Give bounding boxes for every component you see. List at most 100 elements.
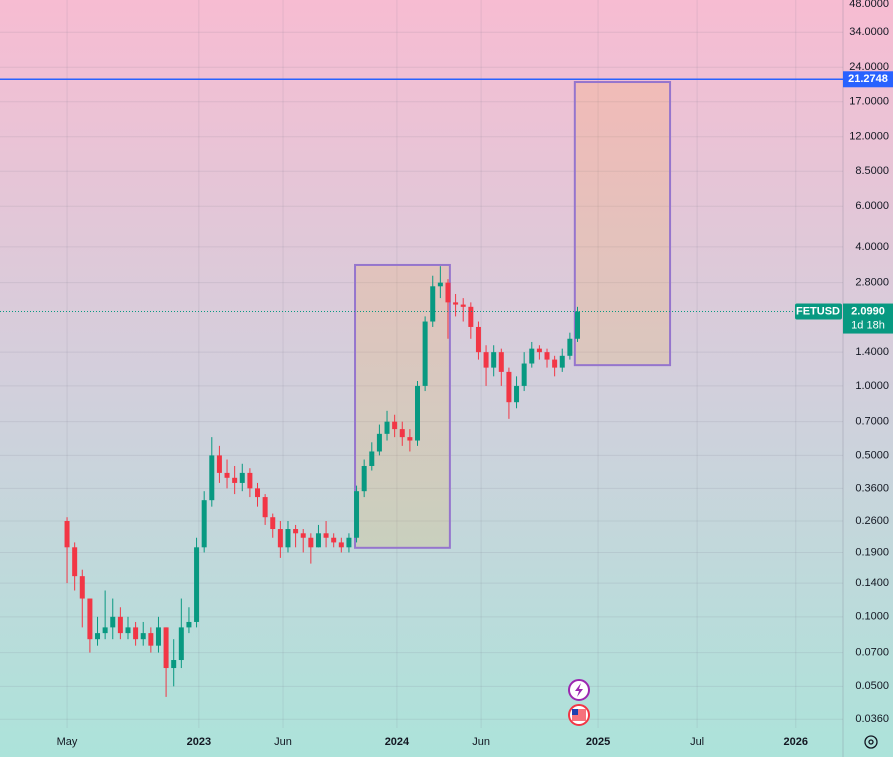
y-tick-label: 0.1900	[855, 546, 889, 558]
candle-body	[460, 304, 466, 307]
y-tick-label: 0.1000	[855, 611, 889, 623]
candle-body	[87, 598, 93, 640]
candle-body	[529, 348, 535, 364]
candle-body	[483, 352, 489, 368]
candle-body	[95, 633, 101, 640]
y-tick-label: 0.5000	[855, 449, 889, 461]
candle-body	[178, 627, 184, 661]
range-box	[573, 81, 672, 367]
last-price-box	[843, 303, 893, 334]
candle-body	[361, 465, 367, 492]
candle-body	[247, 472, 253, 489]
candle-body	[148, 633, 154, 646]
candle-body	[194, 547, 200, 622]
candle-body	[125, 627, 131, 634]
candle-body	[133, 627, 139, 640]
x-tick-label: 2025	[586, 736, 610, 748]
x-tick-label: 2023	[187, 736, 211, 748]
y-tick-label: 8.5000	[855, 165, 889, 177]
y-tick-label: 4.0000	[855, 241, 889, 253]
y-tick-label: 12.0000	[849, 131, 889, 143]
candle-body	[140, 633, 146, 640]
candle-body	[323, 533, 329, 538]
candle-body	[544, 352, 550, 360]
y-tick-label: 1.4000	[855, 346, 889, 358]
candle-body	[72, 547, 78, 577]
candle-body	[376, 433, 382, 452]
candle-body	[216, 455, 222, 473]
x-tick-label: 2026	[784, 736, 808, 748]
x-tick-label: Jul	[690, 736, 704, 748]
candle-body	[559, 355, 565, 368]
last-price-label: 2.0990	[851, 305, 885, 317]
candle-body	[445, 282, 451, 303]
symbol-label: FETUSD	[796, 305, 840, 317]
hline-label: 21.2748	[848, 73, 888, 85]
candle-body	[392, 421, 398, 430]
countdown-label: 1d 18h	[851, 319, 885, 331]
candle-body	[201, 500, 207, 548]
candle-body	[155, 627, 161, 646]
candle-body	[415, 385, 421, 441]
candle-body	[369, 451, 375, 466]
y-tick-label: 24.0000	[849, 61, 889, 73]
candle-body	[239, 472, 245, 483]
candle-body	[384, 421, 390, 434]
y-tick-label: 1.0000	[855, 380, 889, 392]
y-tick-label: 2.8000	[855, 277, 889, 289]
x-tick-label: Jun	[274, 736, 292, 748]
candle-body	[232, 477, 238, 483]
candle-body	[262, 497, 268, 518]
x-tick-label: 2024	[385, 736, 410, 748]
candle-body	[209, 455, 215, 501]
y-tick-label: 48.0000	[849, 0, 889, 10]
candle-body	[430, 286, 436, 322]
y-tick-label: 0.0360	[855, 713, 889, 725]
candle-body	[536, 348, 542, 353]
candle-body	[285, 529, 291, 548]
range-box	[354, 263, 451, 549]
candle-body	[308, 537, 314, 548]
x-tick-label: May	[57, 736, 78, 748]
settings-icon[interactable]	[864, 735, 878, 749]
candle-body	[338, 542, 344, 548]
candle-body	[552, 359, 558, 368]
candle-body	[255, 488, 261, 498]
candle-body	[277, 529, 283, 548]
y-tick-label: 0.2600	[855, 515, 889, 527]
candle-body	[64, 520, 70, 548]
y-tick-label: 0.0700	[855, 646, 889, 658]
x-tick-label: Jun	[472, 736, 490, 748]
candle-body	[117, 616, 123, 634]
candle-body	[110, 616, 116, 628]
candle-body	[315, 533, 321, 548]
symbol-box	[795, 303, 842, 320]
candle-body	[437, 282, 443, 287]
y-tick-label: 17.0000	[849, 96, 889, 108]
candle-body	[399, 429, 405, 438]
candle-body	[567, 338, 573, 356]
candle-body	[224, 472, 230, 478]
candle-body	[521, 363, 527, 386]
candle-body	[186, 621, 192, 628]
candle-body	[270, 517, 276, 530]
candle-body	[422, 321, 428, 386]
candle-body	[163, 627, 169, 669]
candle-body	[102, 627, 108, 634]
candle-body	[171, 660, 177, 669]
candle-body	[331, 537, 337, 543]
y-tick-label: 0.0500	[855, 680, 889, 692]
y-tick-label: 0.1400	[855, 577, 889, 589]
candle-body	[574, 311, 580, 339]
y-tick-label: 6.0000	[855, 200, 889, 212]
candle-body	[475, 326, 481, 353]
candle-body	[453, 302, 459, 305]
event-icons	[568, 679, 590, 726]
candle-body	[506, 371, 512, 403]
candle-body	[491, 352, 497, 368]
candle-body	[514, 385, 520, 403]
y-tick-label: 0.3600	[855, 482, 889, 494]
